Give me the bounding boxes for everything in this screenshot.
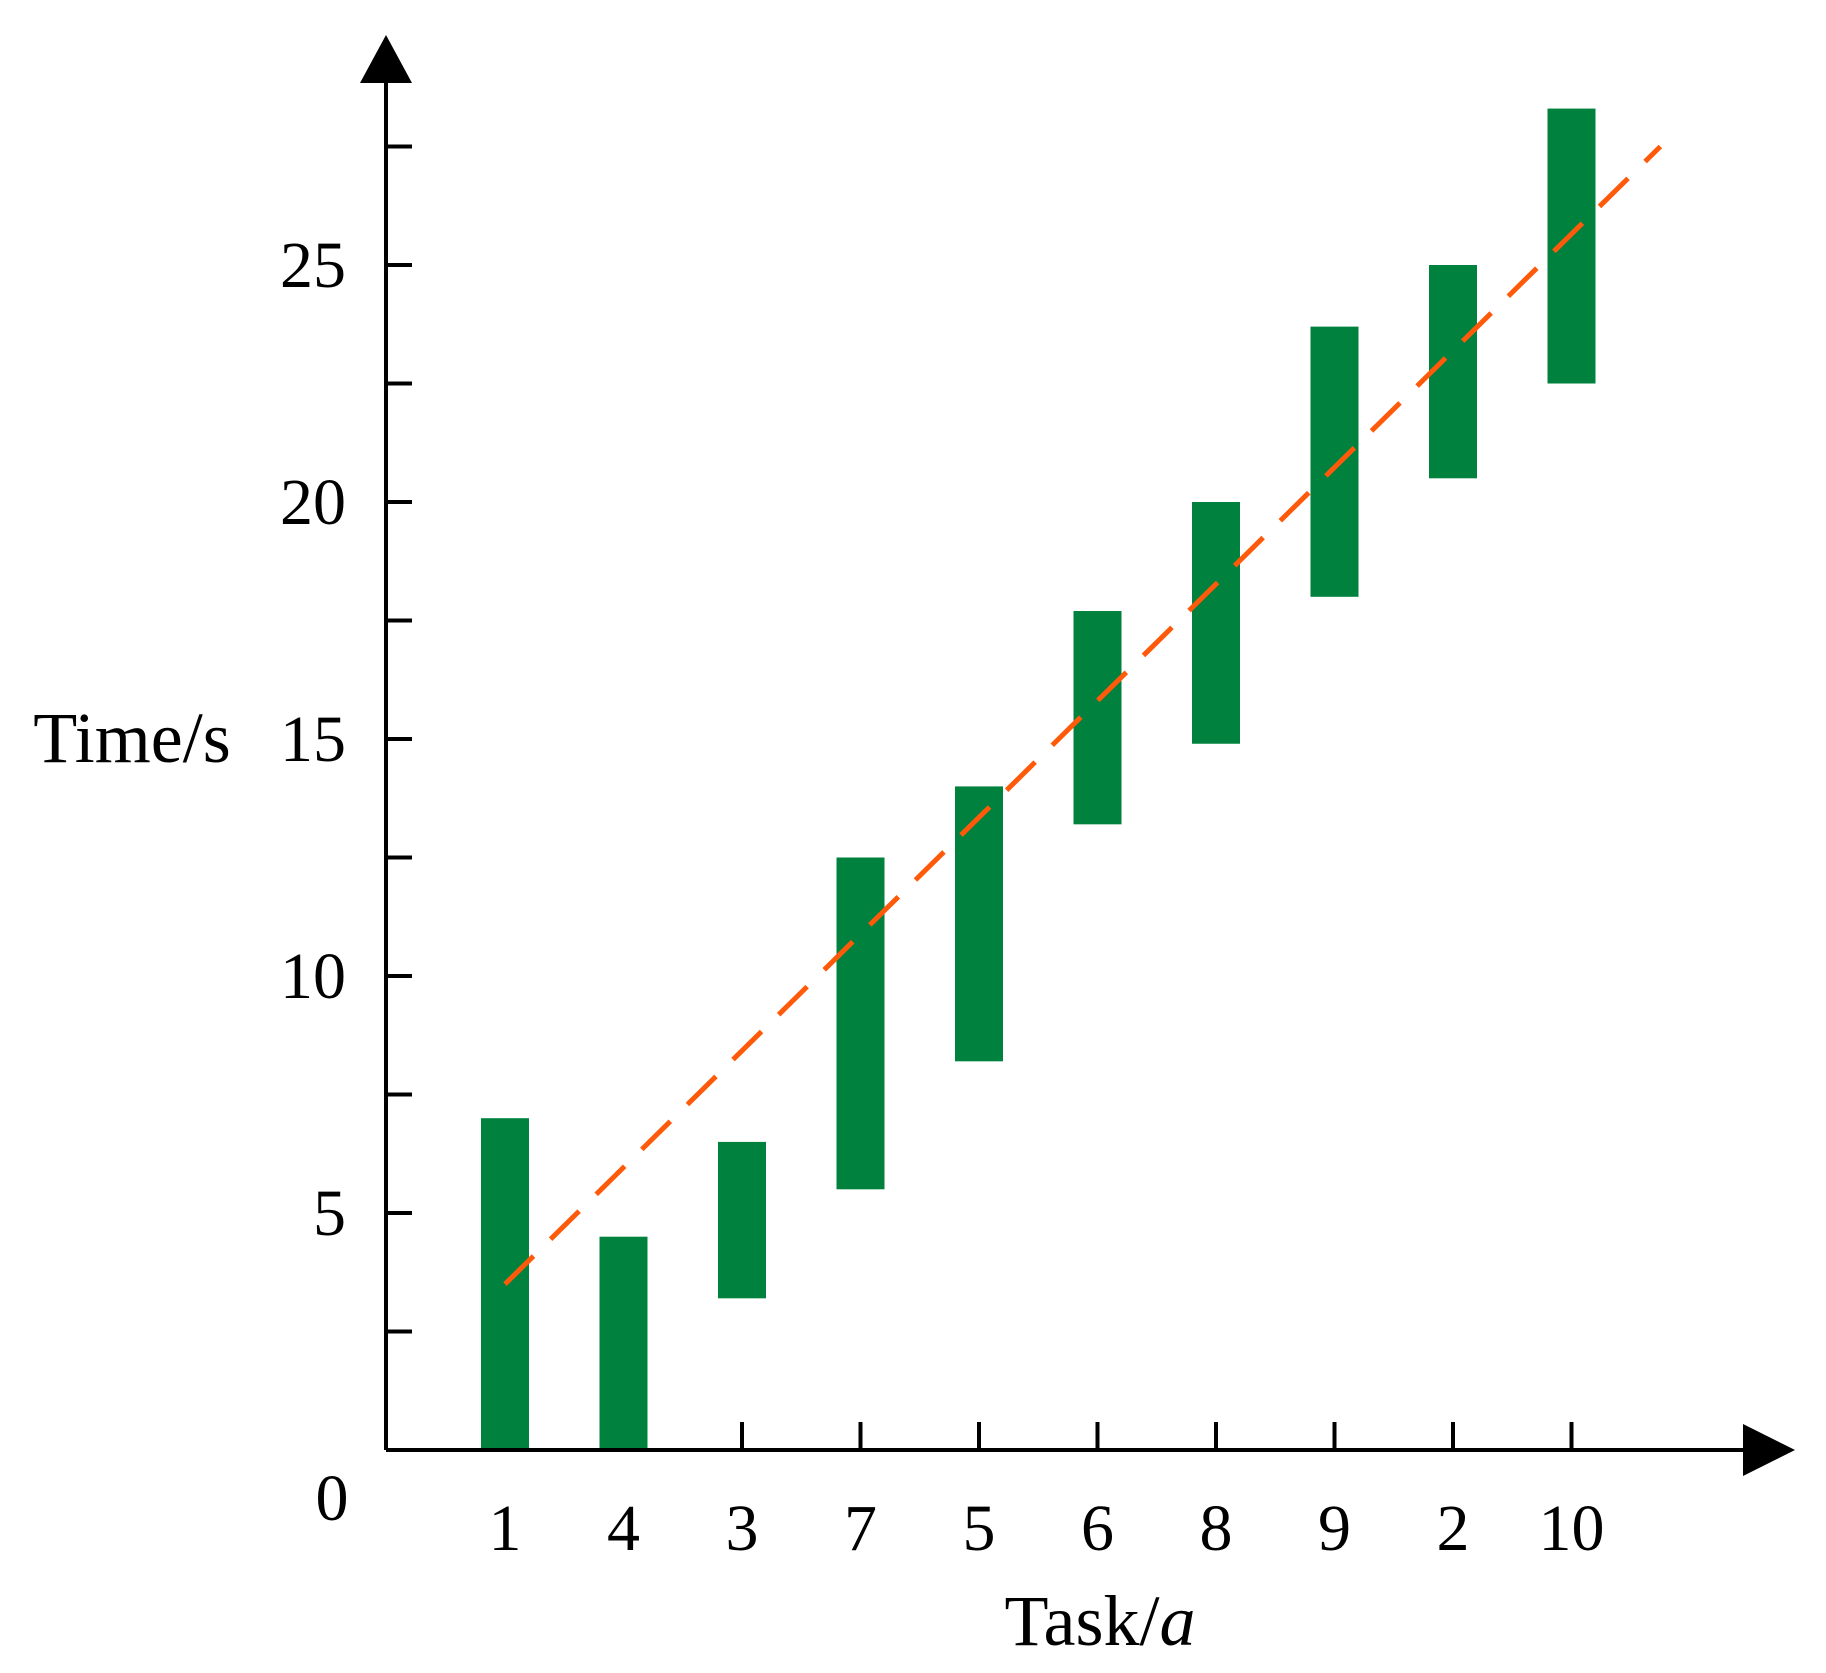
- x-tick-label: 1: [489, 1492, 522, 1565]
- trend-line: [503, 144, 1663, 1286]
- origin-label: 0: [316, 1462, 349, 1535]
- range-bar: [1310, 326, 1359, 597]
- y-ticks-group: 5 10 15 20 25: [280, 144, 412, 1334]
- range-bar: [599, 1236, 648, 1450]
- y-tick-label: 5: [313, 1177, 346, 1250]
- range-bar: [955, 786, 1003, 1062]
- y-tick-label: 10: [280, 940, 346, 1013]
- range-bar: [1429, 265, 1477, 479]
- x-tick-label: 6: [1081, 1492, 1114, 1565]
- x-tick-label: 8: [1200, 1492, 1233, 1565]
- range-bar: [1073, 611, 1122, 825]
- range-bar: [836, 857, 885, 1190]
- y-tick-label: 20: [280, 466, 346, 539]
- bars-group: [481, 108, 1596, 1450]
- x-tick-label: 5: [963, 1492, 996, 1565]
- x-tick-label: 10: [1539, 1492, 1605, 1565]
- x-axis-title-italic: a: [1159, 1581, 1195, 1661]
- x-tick-label: 4: [607, 1492, 640, 1565]
- y-axis-title: Time/s: [33, 698, 230, 778]
- range-bar: [1547, 108, 1596, 384]
- y-tick-label: 25: [280, 229, 346, 302]
- range-bar: [1192, 502, 1240, 744]
- y-axis-arrow: [360, 35, 412, 83]
- x-axis-title-main: Task/: [1005, 1581, 1160, 1661]
- axes-group: [360, 35, 1795, 1476]
- x-ticks-group: 1 4 3 7 5 6 8 9 2 10: [489, 1422, 1605, 1565]
- x-tick-label: 9: [1318, 1492, 1351, 1565]
- trend-group: [503, 144, 1663, 1286]
- y-tick-label: 15: [280, 703, 346, 776]
- x-tick-label: 3: [726, 1492, 759, 1565]
- x-axis-title: Task/a: [1005, 1581, 1196, 1661]
- x-tick-label: 2: [1437, 1492, 1470, 1565]
- x-axis-arrow: [1743, 1424, 1795, 1476]
- range-bar: [718, 1141, 766, 1299]
- x-tick-label: 7: [844, 1492, 877, 1565]
